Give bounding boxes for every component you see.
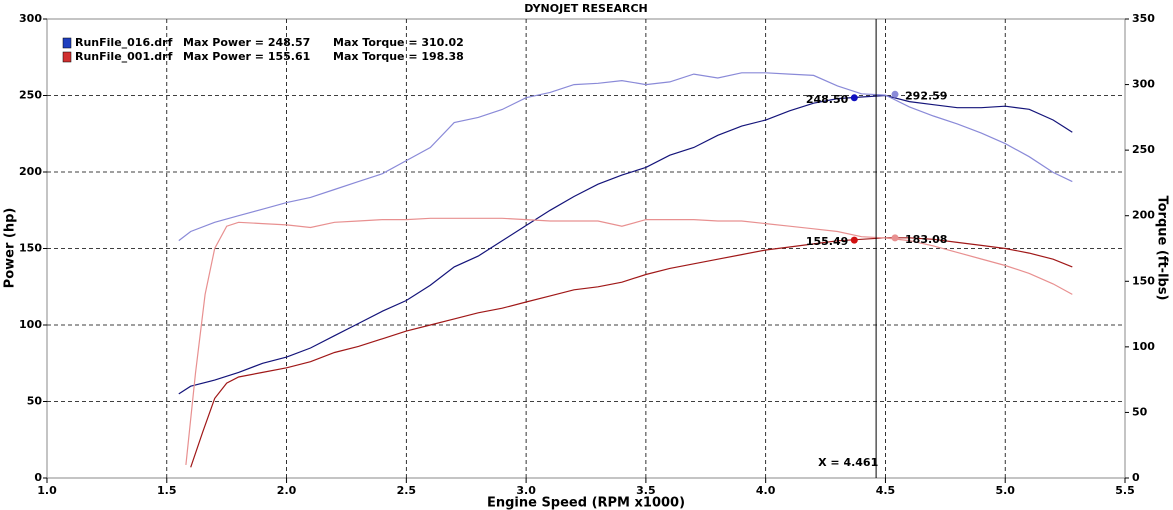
x-tick-label: 5.0 <box>995 484 1015 497</box>
legend-swatch <box>62 37 72 49</box>
legend-swatch <box>62 51 72 63</box>
legend-torque: Max Torque = 310.02 <box>333 36 464 49</box>
annotation-label: 248.50 <box>806 93 849 106</box>
annotation-label: 155.49 <box>806 235 848 248</box>
y-tick-label: 250 <box>19 89 42 102</box>
y-axis-title: Power (hp) <box>3 208 18 289</box>
annotation-point <box>891 234 899 242</box>
y-tick-label: 200 <box>19 165 42 178</box>
x-tick-label: 1.0 <box>37 484 57 497</box>
legend-power: Max Power = 155.61 <box>183 50 310 63</box>
legend-name: RunFile_001.drf <box>75 50 173 63</box>
legend-power: Max Power = 248.57 <box>183 36 310 49</box>
y2-tick-label: 300 <box>1132 78 1155 91</box>
x-axis-title: Engine Speed (RPM x1000) <box>487 496 685 510</box>
data-line <box>190 237 1073 468</box>
x-tick-label: 4.0 <box>756 484 776 497</box>
y2-tick-label: 0 <box>1132 471 1140 484</box>
annotation-label: 183.08 <box>905 233 947 246</box>
x-tick-label: 1.5 <box>157 484 177 497</box>
y-tick-label: 100 <box>19 318 42 331</box>
annotation-point <box>850 94 858 102</box>
y-tick-label: 0 <box>34 471 42 484</box>
data-line <box>178 94 1073 395</box>
y-tick-label: 150 <box>19 242 42 255</box>
cursor-label: X = 4.461 <box>818 456 878 469</box>
data-line <box>185 217 1073 465</box>
legend-name: RunFile_016.drf <box>75 36 173 49</box>
x-tick-label: 2.0 <box>277 484 297 497</box>
annotation-label: 292.59 <box>905 89 947 102</box>
legend-torque: Max Torque = 198.38 <box>333 50 464 63</box>
x-tick-label: 4.5 <box>876 484 896 497</box>
annotation-point <box>850 236 858 244</box>
y-tick-label: 50 <box>27 395 43 408</box>
y2-tick-label: 350 <box>1132 12 1155 25</box>
y2-axis-title: Torque (ft-lbs) <box>1155 195 1170 300</box>
y2-tick-label: 100 <box>1132 340 1155 353</box>
data-line <box>178 72 1073 242</box>
x-tick-label: 5.5 <box>1115 484 1135 497</box>
x-tick-label: 2.5 <box>397 484 417 497</box>
y2-tick-label: 200 <box>1132 209 1155 222</box>
y2-tick-label: 150 <box>1132 274 1155 287</box>
y-tick-label: 300 <box>19 12 42 25</box>
chart-title: DYNOJET RESEARCH <box>524 2 647 15</box>
y2-tick-label: 50 <box>1132 405 1148 418</box>
x-tick-label: 3.5 <box>636 484 656 497</box>
annotation-point <box>891 90 899 98</box>
y2-tick-label: 250 <box>1132 143 1155 156</box>
x-tick-label: 3.0 <box>516 484 536 497</box>
